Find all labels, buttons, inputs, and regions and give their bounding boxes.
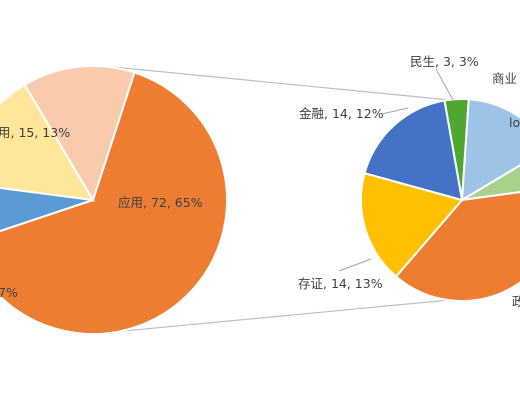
data-label-main-bottom: 7%	[0, 285, 18, 300]
sub-slice-segment-3	[461, 164, 520, 201]
data-label-minsheng: 民生, 3, 3%	[410, 54, 479, 69]
data-label-main-left: 用, 15, 13%	[0, 125, 70, 140]
main-slice-segment-2	[0, 186, 94, 233]
leader-line-minsheng	[435, 68, 454, 101]
data-label-shangye: 商业	[492, 71, 517, 86]
main-pie	[0, 65, 228, 335]
sub-slice-segment-4	[394, 191, 520, 302]
data-labels: 应用, 72, 65% 用, 15, 13% 7% 民生, 3, 3% 商业 金…	[0, 54, 520, 309]
sub-slice-商业	[460, 98, 520, 202]
data-label-app: 应用, 72, 65%	[118, 195, 203, 210]
leader-line-jinrong	[381, 107, 409, 115]
data-label-zheng: 政	[512, 294, 520, 309]
data-label-jinrong: 金融, 14, 12%	[299, 106, 384, 121]
sub-slice-存证	[360, 171, 464, 278]
connector-line-bottom	[112, 298, 461, 333]
data-label-cunzheng: 存证, 14, 13%	[298, 276, 383, 291]
connector-lines	[112, 66, 461, 333]
sub-slice-金融	[363, 99, 464, 202]
sub-pie	[360, 98, 520, 302]
data-label-iot: loT	[509, 115, 520, 130]
main-slice-应用	[0, 71, 228, 335]
leader-line-cunzheng	[338, 258, 372, 272]
main-slice-segment-3	[0, 83, 95, 202]
main-slice-segment-4	[23, 65, 136, 203]
connector-line-top	[112, 66, 461, 102]
